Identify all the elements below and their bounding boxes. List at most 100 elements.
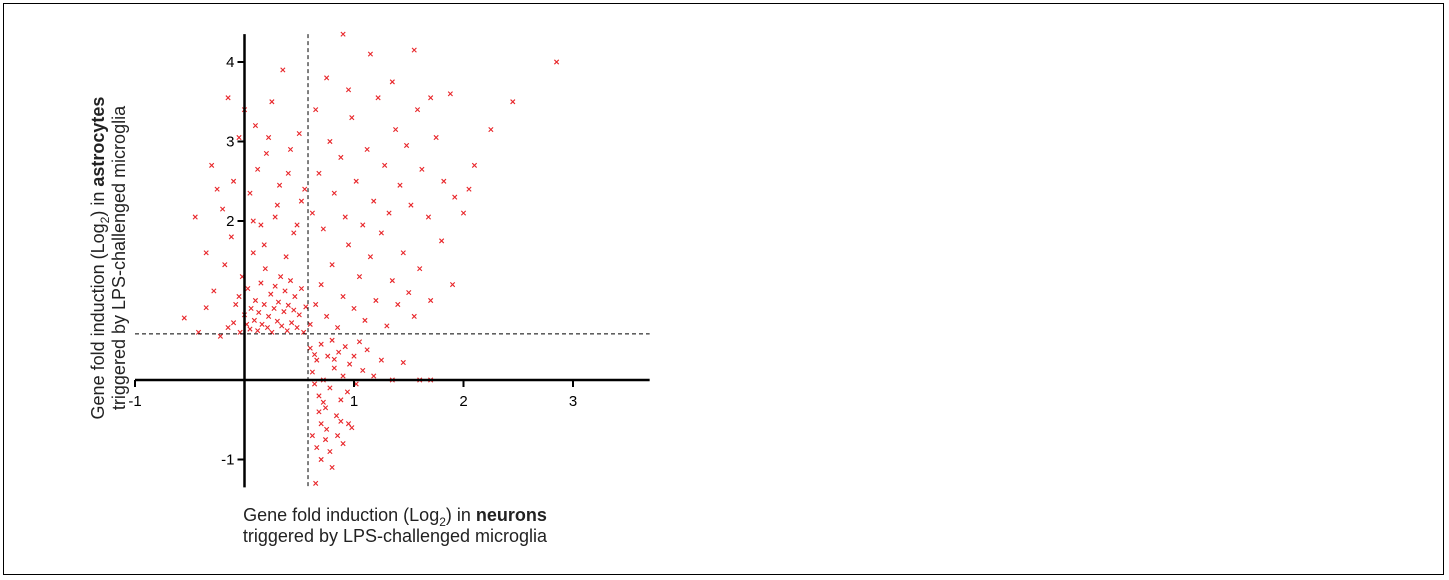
data-point (192, 214, 198, 220)
data-point (287, 278, 294, 284)
x-ticks: -1 1 2 3 (128, 380, 577, 410)
data-point (411, 313, 417, 319)
data-point (338, 154, 344, 160)
data-point (211, 288, 217, 294)
data-point (316, 170, 322, 176)
x-tick-label: 2 (459, 393, 467, 410)
data-point (400, 250, 406, 256)
y-tick-label: 2 (226, 213, 234, 230)
data-point (331, 365, 337, 371)
data-point (307, 321, 313, 327)
data-point (225, 95, 231, 101)
data-point (329, 337, 335, 343)
data-point (258, 280, 264, 286)
data-point (417, 266, 423, 272)
data-point (222, 262, 228, 268)
x-axis-title-line2: triggered by LPS-challenged microglia (243, 526, 548, 546)
data-point (274, 202, 280, 208)
data-point (408, 202, 414, 208)
data-point (276, 182, 283, 188)
data-point (294, 324, 300, 331)
data-point (336, 349, 342, 355)
y-tick-label: -1 (221, 452, 234, 469)
data-point (334, 433, 341, 439)
data-point (389, 278, 395, 284)
x-axis-title-line1: Gene fold induction (Log2) in neurons (243, 505, 547, 529)
data-point (510, 99, 516, 105)
data-point (322, 437, 329, 443)
data-point (313, 480, 319, 486)
data-point (261, 242, 267, 248)
data-point (460, 210, 467, 216)
data-point (378, 230, 384, 236)
data-point (447, 91, 453, 97)
data-point (318, 341, 324, 347)
data-point (384, 323, 390, 329)
data-point (258, 222, 264, 228)
data-point (298, 285, 305, 292)
data-point (316, 393, 322, 399)
data-point (247, 326, 253, 332)
data-point (280, 67, 286, 73)
data-point (320, 399, 326, 405)
data-point (313, 107, 319, 113)
data-point (230, 178, 237, 184)
data-point (247, 190, 253, 196)
data-point (364, 347, 370, 353)
data-point (217, 333, 223, 339)
data-point (425, 214, 432, 220)
data-point (292, 293, 298, 300)
data-point (553, 59, 560, 65)
data-point (262, 266, 268, 272)
data-point (340, 293, 346, 300)
data-point (318, 421, 324, 427)
data-point (324, 313, 330, 319)
data-point (327, 385, 333, 391)
data-point (236, 293, 242, 300)
data-point (428, 95, 434, 101)
data-point (309, 210, 315, 216)
data-point (340, 441, 346, 447)
data-point (311, 381, 318, 387)
data-point (347, 361, 353, 367)
data-point (403, 142, 410, 149)
data-point (386, 210, 392, 216)
data-point (259, 321, 265, 327)
y-ticks: -1 2 3 4 (221, 54, 245, 469)
data-point (272, 283, 278, 289)
data-point (371, 373, 377, 379)
data-point (311, 351, 318, 358)
data-point (214, 186, 220, 192)
y-tick-label: 4 (226, 54, 234, 71)
data-point (245, 285, 251, 292)
data-point (225, 324, 231, 331)
data-point (314, 444, 320, 451)
data-point (203, 250, 209, 256)
data-point (248, 305, 254, 312)
data-point (203, 305, 209, 311)
data-point (263, 150, 269, 157)
data-point (338, 397, 344, 403)
data-point (367, 51, 374, 57)
data-point (428, 297, 434, 304)
data-point (250, 218, 256, 224)
data-point (331, 356, 337, 362)
data-point (275, 299, 282, 305)
data-point (351, 305, 357, 312)
data-point (236, 134, 242, 141)
data-point (298, 198, 305, 204)
data-point (316, 409, 322, 415)
data-point (309, 433, 315, 439)
data-point (433, 134, 439, 141)
y-axis-title-line1: Gene fold induction (Log2) in astrocytes (88, 97, 112, 420)
data-point (338, 418, 344, 424)
data-point (287, 146, 294, 153)
data-points (181, 31, 560, 486)
data-point (389, 79, 395, 85)
data-point (327, 138, 333, 145)
data-point (342, 214, 348, 220)
data-point (318, 456, 324, 463)
data-point (362, 317, 368, 323)
x-tick-label: 1 (350, 393, 358, 410)
data-point (283, 254, 289, 260)
